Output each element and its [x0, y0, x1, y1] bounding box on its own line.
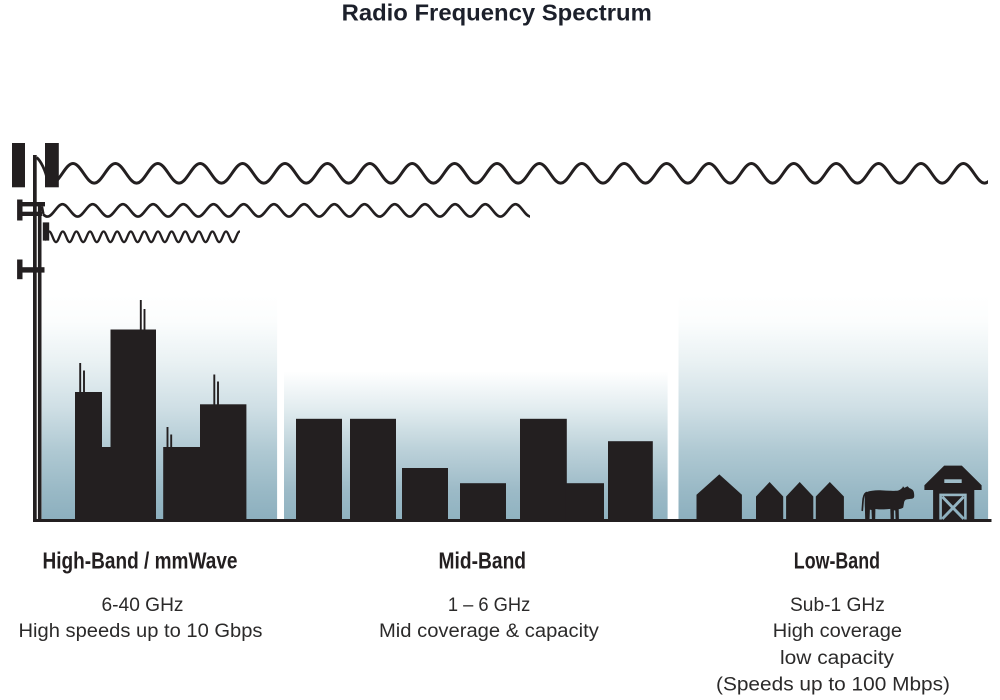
svg-text:High speeds up to 10 Gbps: High speeds up to 10 Gbps: [19, 621, 263, 642]
svg-text:Mid coverage & capacity: Mid coverage & capacity: [379, 621, 599, 642]
svg-text:6-40 GHz: 6-40 GHz: [102, 595, 184, 616]
svg-text:Radio Frequency Spectrum: Radio Frequency Spectrum: [342, 0, 652, 26]
svg-text:low capacity: low capacity: [780, 648, 895, 669]
svg-text:Sub-1 GHz: Sub-1 GHz: [790, 595, 885, 616]
svg-text:High coverage: High coverage: [773, 621, 902, 642]
svg-text:1 – 6 GHz: 1 – 6 GHz: [448, 595, 530, 616]
svg-text:Low-Band: Low-Band: [794, 548, 880, 574]
svg-text:(Speeds up to 100 Mbps): (Speeds up to 100 Mbps): [716, 675, 950, 696]
svg-text:High-Band / mmWave: High-Band / mmWave: [43, 548, 238, 574]
svg-text:Mid-Band: Mid-Band: [439, 548, 527, 574]
